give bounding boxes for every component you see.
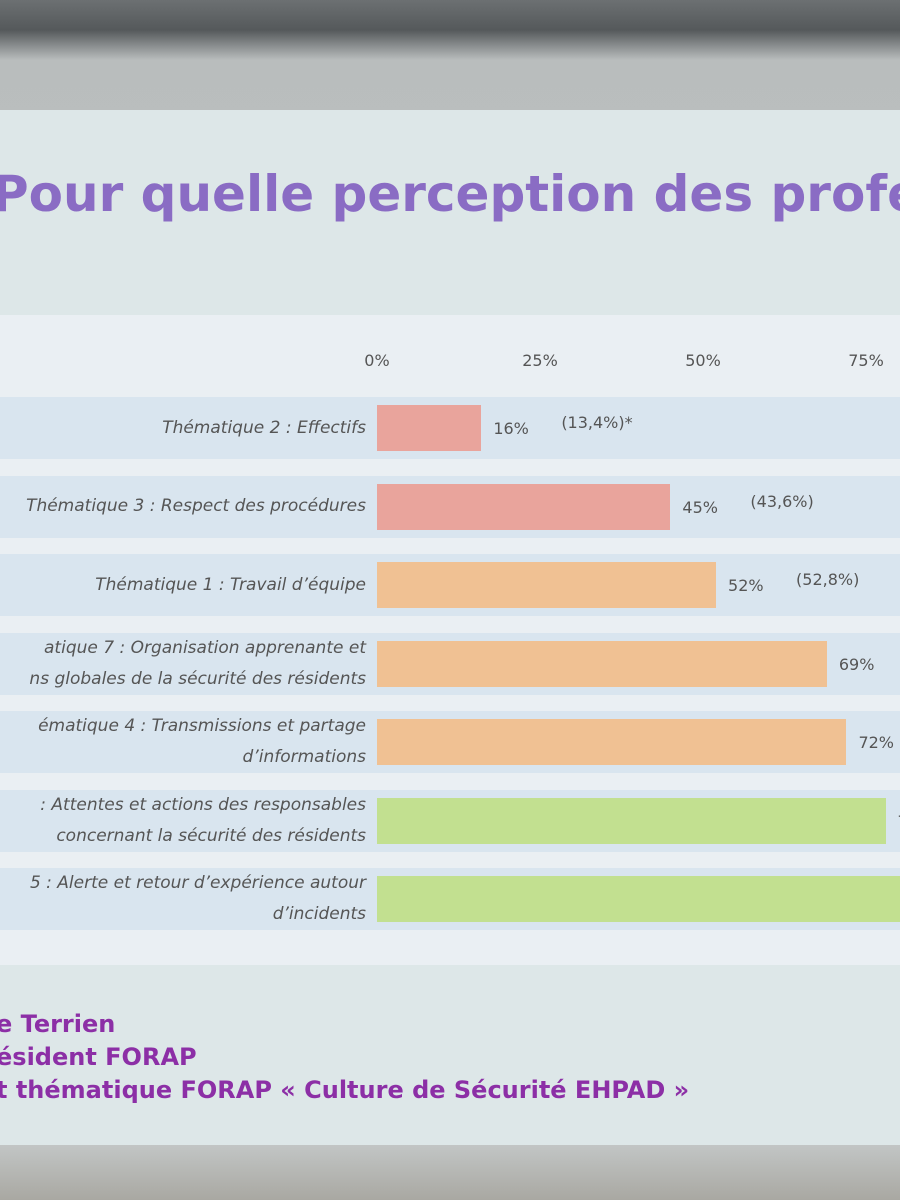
- category-label: : Attentes et actions des responsables c…: [40, 794, 366, 846]
- x-tick-label: 0%: [364, 351, 390, 370]
- bar: [377, 562, 717, 608]
- category-label: Thématique 3 : Respect des procédures: [26, 496, 366, 516]
- x-tick-label: 75%: [848, 351, 884, 370]
- x-tick-label: 50%: [685, 351, 721, 370]
- category-label: Thématique 2 : Effectifs: [162, 417, 366, 438]
- bar: [377, 876, 900, 922]
- chart: 0% 25% 50% 75% Thématique 2 : Effectifs 16% (1…: [0, 315, 900, 965]
- category-label: Thématique 1 : Travail d’équipe: [95, 574, 366, 595]
- bar: [377, 405, 482, 451]
- value-label: 52%: [728, 576, 764, 595]
- value-label: 16%: [493, 419, 529, 438]
- bar: [377, 719, 847, 765]
- footer: e Terrien ésident FORAP t thématique FORAP…: [0, 1010, 900, 1130]
- previous-label: (43,6%): [750, 491, 814, 511]
- category-label: atique 7 : Organisation apprenante et ns…: [29, 637, 366, 689]
- x-tick-label: 25%: [522, 351, 558, 370]
- bar: [377, 640, 827, 687]
- value-label: 45%: [682, 497, 718, 517]
- previous-label: (13,4%)*: [561, 413, 633, 432]
- footer-line: e Terrien: [0, 1010, 116, 1038]
- slide-title: Pour quelle perception des professio: [0, 165, 900, 223]
- bar: [377, 483, 671, 530]
- category-label: 5 : Alerte et retour d’expérience autour…: [29, 873, 366, 924]
- footer-line: ésident FORAP: [0, 1043, 197, 1071]
- value-label: 69%: [838, 654, 875, 674]
- category-label: ématique 4 : Transmissions et partage d’…: [38, 716, 366, 767]
- value-label: 78%: [898, 812, 900, 831]
- value-label: 72%: [858, 733, 894, 752]
- footer-line: t thématique FORAP « Culture de Sécurité…: [0, 1076, 690, 1104]
- previous-label: (52,8%): [796, 570, 860, 589]
- bar: [377, 797, 886, 844]
